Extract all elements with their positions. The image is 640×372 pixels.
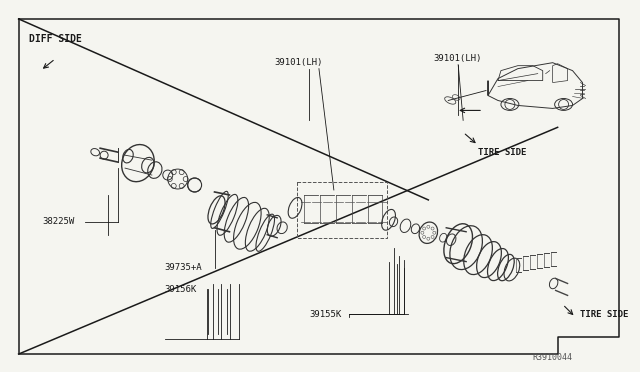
Text: 39101(LH): 39101(LH)	[274, 58, 323, 67]
Text: 39156K: 39156K	[164, 285, 197, 294]
Text: DIFF SIDE: DIFF SIDE	[29, 34, 81, 44]
Text: TIRE SIDE: TIRE SIDE	[579, 310, 628, 319]
Text: TIRE SIDE: TIRE SIDE	[478, 148, 527, 157]
Text: R3910044: R3910044	[532, 353, 573, 362]
Text: 39155K: 39155K	[309, 310, 341, 319]
Text: 38225W: 38225W	[42, 217, 75, 226]
Text: 39735+A: 39735+A	[164, 263, 202, 272]
Text: 39101(LH): 39101(LH)	[433, 54, 482, 63]
